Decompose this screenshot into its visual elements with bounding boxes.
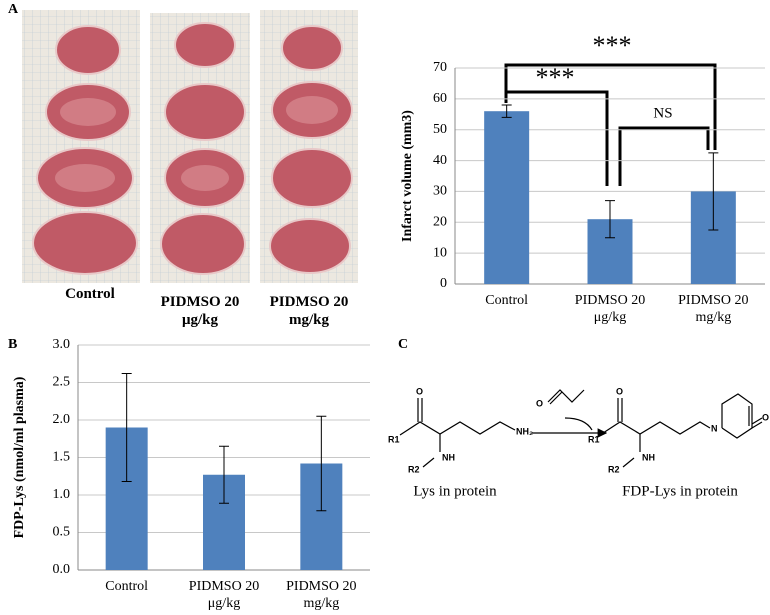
atom: R2 xyxy=(408,464,420,474)
y-axis-title: FDP-Lys (nmol/ml plasma) xyxy=(12,376,27,538)
x-tick-label: PIDMSO 20 μg/kg xyxy=(574,293,646,325)
y-tick-label: 2.0 xyxy=(53,412,71,427)
y-tick-label: 30 xyxy=(433,184,447,199)
y-axis-title: Infarct volume (mm3) xyxy=(400,110,415,242)
annotation: NS xyxy=(653,105,672,121)
scheme-caption: FDP-Lys in protein xyxy=(622,483,738,499)
atom: NH xyxy=(642,452,655,462)
error-bar xyxy=(219,445,229,504)
photo-caption: Control xyxy=(65,286,115,302)
y-tick-label: 10 xyxy=(433,245,447,260)
y-tick-label: 0.0 xyxy=(53,562,71,577)
y-tick-label: 60 xyxy=(433,91,447,106)
brain-photos xyxy=(22,10,358,283)
atom: O xyxy=(536,398,543,408)
x-tick-label: PIDMSO 20 mg/kg xyxy=(286,579,357,611)
x-tick-label: Control xyxy=(485,293,529,308)
y-tick-label: 0 xyxy=(440,276,447,291)
atom: R1 xyxy=(588,434,600,444)
y-tick-label: 0.5 xyxy=(53,525,71,540)
atom: NH xyxy=(442,452,455,462)
atom: NH₂ xyxy=(516,426,533,436)
panel-label: A xyxy=(8,2,19,17)
reaction-scheme: R1 NH R2 NH₂ O O R1 NH R2 N O O xyxy=(388,386,769,474)
photo-caption: PIDMSO 20 mg/kg xyxy=(269,294,349,328)
y-tick-label: 1.0 xyxy=(53,487,71,502)
atom: O xyxy=(762,412,769,422)
error-bar xyxy=(605,200,615,239)
annotation: *** xyxy=(593,31,632,60)
panel-label: C xyxy=(398,337,408,352)
y-tick-label: 20 xyxy=(433,215,447,230)
y-tick-label: 2.5 xyxy=(53,375,71,390)
x-tick-label: PIDMSO 20 mg/kg xyxy=(678,293,749,325)
bar xyxy=(484,111,530,284)
x-tick-label: PIDMSO 20 μg/kg xyxy=(188,579,260,611)
significance-brackets xyxy=(504,63,717,186)
x-tick-label: Control xyxy=(105,579,149,594)
annotation: *** xyxy=(536,63,575,92)
y-tick-label: 3.0 xyxy=(53,337,71,352)
error-bar xyxy=(316,415,327,512)
atom: O xyxy=(616,386,623,396)
panel-label: B xyxy=(8,337,17,352)
y-tick-label: 40 xyxy=(433,153,447,168)
scheme-caption: Lys in protein xyxy=(413,483,497,499)
atom: O xyxy=(416,386,423,396)
atom: R1 xyxy=(388,434,400,444)
error-bar xyxy=(121,373,132,482)
photo-caption: PIDMSO 20 μg/kg xyxy=(160,294,240,328)
y-tick-label: 50 xyxy=(433,122,447,137)
error-bar xyxy=(501,104,512,118)
y-tick-label: 1.5 xyxy=(53,450,71,465)
y-tick-label: 70 xyxy=(433,60,447,75)
atom: N xyxy=(711,423,718,433)
atom: R2 xyxy=(608,464,620,474)
error-bar xyxy=(708,152,719,231)
